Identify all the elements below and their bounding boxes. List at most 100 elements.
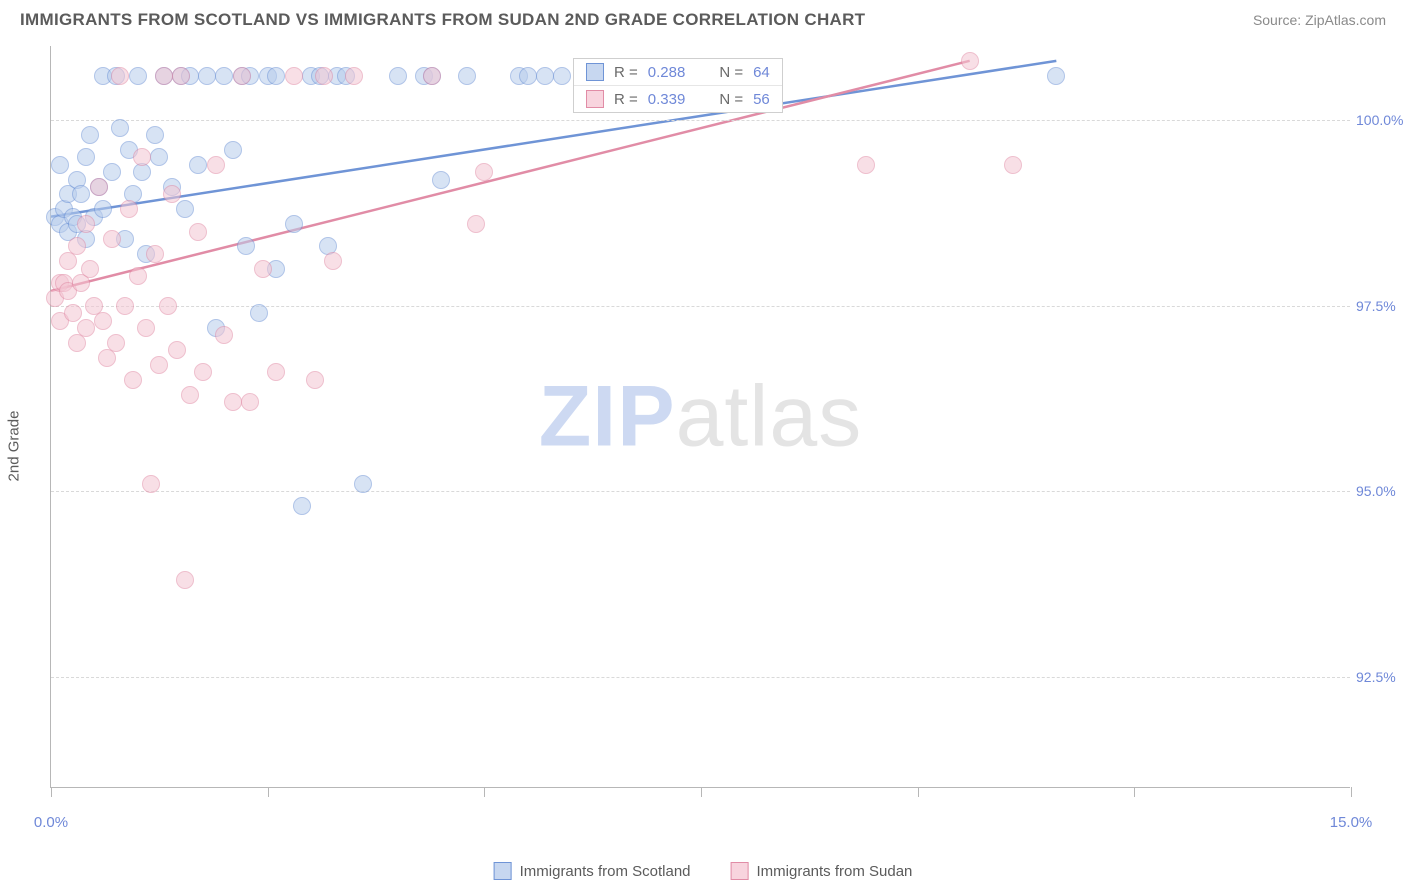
scatter-point: [150, 148, 168, 166]
legend-item: Immigrants from Scotland: [494, 862, 691, 880]
r-label: R =: [614, 91, 638, 108]
scatter-point: [133, 148, 151, 166]
x-tick: [918, 787, 919, 797]
plot-area: ZIPatlas 92.5%95.0%97.5%100.0%0.0%15.0%: [50, 46, 1350, 788]
scatter-point: [81, 126, 99, 144]
scatter-point: [172, 67, 190, 85]
series-swatch: [586, 63, 604, 81]
scatter-point: [129, 267, 147, 285]
watermark-zip: ZIP: [539, 368, 676, 464]
scatter-point: [77, 319, 95, 337]
x-tick: [268, 787, 269, 797]
scatter-point: [345, 67, 363, 85]
scatter-point: [124, 371, 142, 389]
legend-label: Immigrants from Sudan: [757, 863, 913, 880]
scatter-point: [90, 178, 108, 196]
scatter-point: [237, 237, 255, 255]
scatter-point: [94, 312, 112, 330]
r-value: 0.339: [648, 91, 686, 108]
scatter-point: [159, 297, 177, 315]
scatter-point: [519, 67, 537, 85]
legend-swatch: [731, 862, 749, 880]
scatter-point: [553, 67, 571, 85]
scatter-point: [51, 156, 69, 174]
source-label: Source:: [1253, 12, 1305, 28]
scatter-point: [163, 185, 181, 203]
scatter-point: [458, 67, 476, 85]
scatter-point: [146, 126, 164, 144]
gridline: [51, 306, 1350, 307]
stats-row: R = 0.288 N = 64: [574, 59, 782, 86]
scatter-point: [181, 386, 199, 404]
scatter-point: [250, 304, 268, 322]
scatter-point: [536, 67, 554, 85]
scatter-point: [137, 319, 155, 337]
scatter-point: [1004, 156, 1022, 174]
scatter-point: [176, 571, 194, 589]
scatter-point: [168, 341, 186, 359]
scatter-point: [111, 67, 129, 85]
scatter-point: [475, 163, 493, 181]
watermark: ZIPatlas: [539, 367, 862, 466]
legend-label: Immigrants from Scotland: [520, 863, 691, 880]
scatter-point: [150, 356, 168, 374]
legend-swatch: [494, 862, 512, 880]
x-tick-label: 0.0%: [34, 814, 68, 831]
x-tick: [1134, 787, 1135, 797]
scatter-point: [77, 215, 95, 233]
scatter-point: [233, 67, 251, 85]
scatter-point: [189, 223, 207, 241]
scatter-point: [129, 67, 147, 85]
scatter-point: [94, 200, 112, 218]
n-value: 64: [753, 64, 770, 81]
scatter-point: [389, 67, 407, 85]
scatter-point: [120, 200, 138, 218]
y-tick-label: 100.0%: [1356, 112, 1406, 128]
scatter-point: [857, 156, 875, 174]
scatter-point: [107, 334, 125, 352]
scatter-point: [198, 67, 216, 85]
gridline: [51, 120, 1350, 121]
series-swatch: [586, 90, 604, 108]
scatter-point: [77, 148, 95, 166]
n-label: N =: [719, 64, 743, 81]
scatter-point: [285, 67, 303, 85]
y-axis-label: 2nd Grade: [6, 411, 23, 482]
y-tick-label: 97.5%: [1356, 298, 1406, 314]
x-tick-label: 15.0%: [1330, 814, 1373, 831]
stats-row: R =0.339N =56: [574, 86, 782, 112]
scatter-point: [293, 497, 311, 515]
scatter-point: [111, 119, 129, 137]
scatter-point: [103, 230, 121, 248]
scatter-point: [64, 304, 82, 322]
r-label: R =: [614, 64, 638, 81]
scatter-point: [68, 237, 86, 255]
scatter-point: [285, 215, 303, 233]
scatter-point: [267, 363, 285, 381]
r-value: 0.288: [648, 64, 686, 81]
scatter-point: [1047, 67, 1065, 85]
scatter-point: [961, 52, 979, 70]
y-tick-label: 92.5%: [1356, 669, 1406, 685]
scatter-point: [72, 185, 90, 203]
trend-line: [51, 61, 970, 291]
legend-item: Immigrants from Sudan: [731, 862, 913, 880]
scatter-point: [194, 363, 212, 381]
scatter-point: [215, 326, 233, 344]
scatter-point: [142, 475, 160, 493]
watermark-atlas: atlas: [676, 368, 863, 464]
scatter-point: [306, 371, 324, 389]
scatter-point: [315, 67, 333, 85]
scatter-point: [423, 67, 441, 85]
stats-box: R =0.288N =64R =0.339N =56: [573, 58, 783, 113]
scatter-point: [189, 156, 207, 174]
gridline: [51, 677, 1350, 678]
scatter-point: [432, 171, 450, 189]
x-tick: [51, 787, 52, 797]
scatter-point: [324, 252, 342, 270]
scatter-point: [215, 67, 233, 85]
scatter-point: [155, 67, 173, 85]
gridline: [51, 491, 1350, 492]
scatter-point: [116, 297, 134, 315]
scatter-point: [354, 475, 372, 493]
